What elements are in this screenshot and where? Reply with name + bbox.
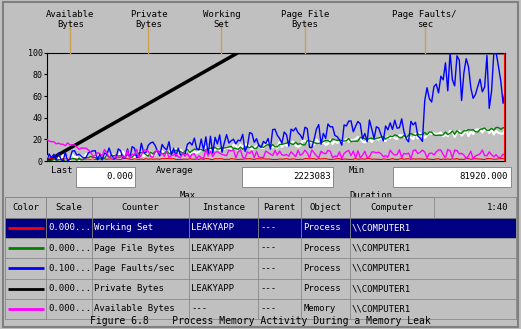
Bar <box>5 238 516 258</box>
FancyBboxPatch shape <box>350 197 434 218</box>
Text: LEAKYAPP: LEAKYAPP <box>191 264 234 273</box>
Text: Max: Max <box>179 191 195 200</box>
Text: Page File Bytes: Page File Bytes <box>94 243 175 253</box>
FancyBboxPatch shape <box>46 197 92 218</box>
Text: \\COMPUTER1: \\COMPUTER1 <box>352 284 411 293</box>
Text: Min: Min <box>349 166 365 175</box>
Text: Last: Last <box>52 166 73 175</box>
Text: \\COMPUTER1: \\COMPUTER1 <box>352 243 411 253</box>
Text: LEAKYAPP: LEAKYAPP <box>191 243 234 253</box>
Text: 81920.000: 81920.000 <box>460 172 508 181</box>
Text: Process: Process <box>303 243 341 253</box>
Bar <box>5 299 516 319</box>
Text: 0.100...: 0.100... <box>48 264 91 273</box>
Text: Process: Process <box>303 223 341 232</box>
Text: 0.000...: 0.000... <box>48 284 91 293</box>
FancyBboxPatch shape <box>189 197 258 218</box>
Text: Page File
Bytes: Page File Bytes <box>281 10 329 29</box>
Text: Average: Average <box>156 166 194 175</box>
FancyBboxPatch shape <box>393 166 511 187</box>
Text: Object: Object <box>309 203 342 212</box>
Bar <box>5 279 516 299</box>
Text: Scale: Scale <box>56 203 82 212</box>
FancyBboxPatch shape <box>258 197 301 218</box>
Text: 0.000...: 0.000... <box>48 243 91 253</box>
Text: \\COMPUTER1: \\COMPUTER1 <box>352 304 411 314</box>
Text: Memory: Memory <box>303 304 336 314</box>
Text: Counter: Counter <box>122 203 159 212</box>
Text: Computer: Computer <box>370 203 414 212</box>
Text: Working Set: Working Set <box>94 223 153 232</box>
Text: 3530752: 3530752 <box>293 203 331 212</box>
Text: 0.000...: 0.000... <box>48 223 91 232</box>
Text: \\COMPUTER1: \\COMPUTER1 <box>352 223 411 232</box>
Text: ---: --- <box>260 264 276 273</box>
Bar <box>5 218 516 238</box>
Text: Figure 6.8    Process Memory Activity During a Memory Leak: Figure 6.8 Process Memory Activity Durin… <box>90 316 431 326</box>
Text: Process: Process <box>303 264 341 273</box>
Text: Private
Bytes: Private Bytes <box>130 10 167 29</box>
Text: LEAKYAPP: LEAKYAPP <box>191 284 234 293</box>
Text: \\COMPUTER1: \\COMPUTER1 <box>352 264 411 273</box>
Text: Instance: Instance <box>202 203 245 212</box>
Text: 1:40: 1:40 <box>487 203 508 212</box>
Text: 0.000: 0.000 <box>106 172 133 181</box>
Text: Working
Set: Working Set <box>203 10 240 29</box>
Text: Parent: Parent <box>264 203 296 212</box>
FancyBboxPatch shape <box>301 197 350 218</box>
Text: Process: Process <box>303 284 341 293</box>
Text: ---: --- <box>260 304 276 314</box>
Text: Available Bytes: Available Bytes <box>94 304 175 314</box>
Text: Private Bytes: Private Bytes <box>94 284 164 293</box>
FancyBboxPatch shape <box>92 197 189 218</box>
Text: ---: --- <box>191 304 207 314</box>
Text: Available
Bytes: Available Bytes <box>46 10 94 29</box>
Text: LEAKYAPP: LEAKYAPP <box>191 223 234 232</box>
Text: ---: --- <box>260 284 276 293</box>
FancyBboxPatch shape <box>5 197 46 218</box>
FancyBboxPatch shape <box>242 197 333 217</box>
Text: Page Faults/sec: Page Faults/sec <box>94 264 175 273</box>
FancyBboxPatch shape <box>76 166 135 187</box>
Text: Duration: Duration <box>349 191 392 200</box>
FancyBboxPatch shape <box>440 197 511 217</box>
FancyBboxPatch shape <box>242 166 333 187</box>
Text: ---: --- <box>260 243 276 253</box>
Text: 0.000...: 0.000... <box>48 304 91 314</box>
Bar <box>5 258 516 279</box>
Text: Color: Color <box>12 203 39 212</box>
Text: ---: --- <box>260 223 276 232</box>
Text: Page Faults/
sec: Page Faults/ sec <box>392 10 457 29</box>
Text: 2223083: 2223083 <box>293 172 331 181</box>
